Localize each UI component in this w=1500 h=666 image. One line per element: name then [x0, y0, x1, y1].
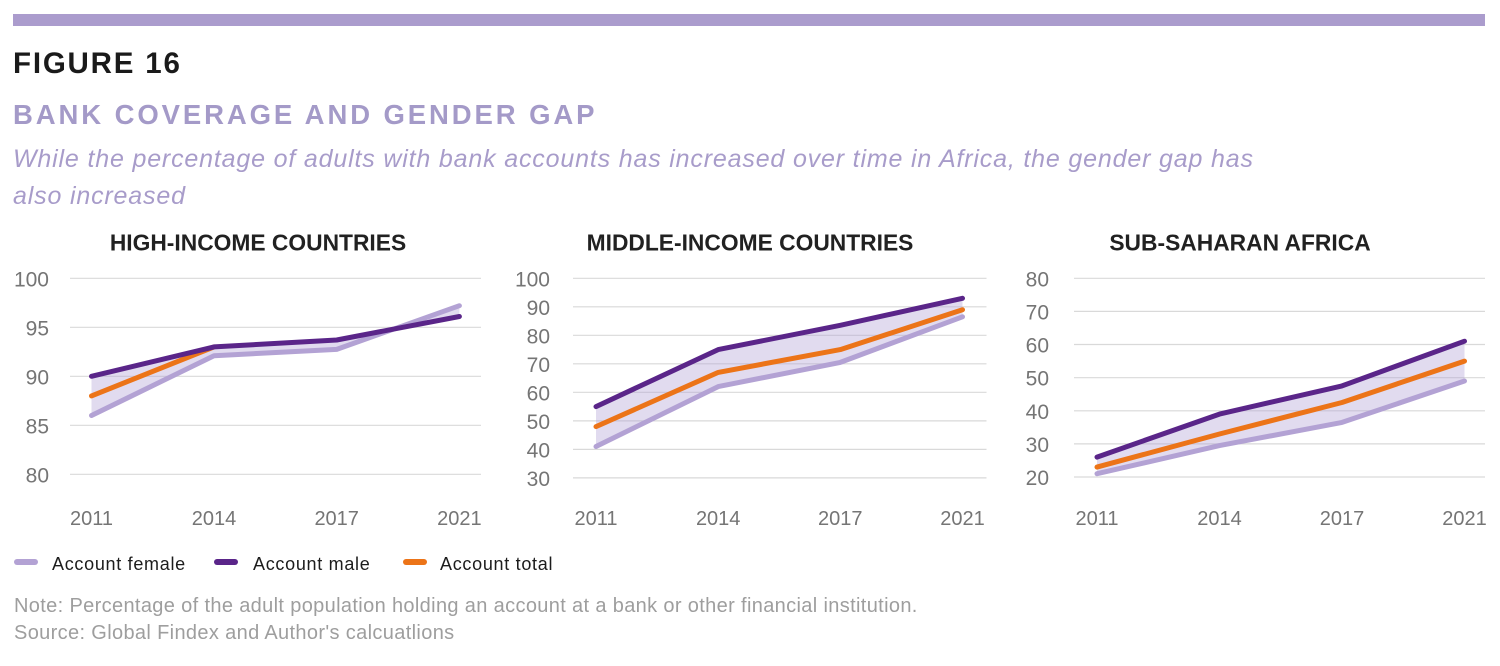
svg-text:50: 50: [1026, 368, 1049, 391]
svg-text:60: 60: [527, 382, 550, 405]
svg-text:20: 20: [1026, 467, 1049, 490]
svg-text:MIDDLE-INCOME COUNTRIES: MIDDLE-INCOME COUNTRIES: [587, 230, 914, 256]
svg-text:2021: 2021: [1442, 508, 1487, 530]
svg-text:2011: 2011: [574, 508, 617, 530]
svg-text:2021: 2021: [940, 508, 985, 530]
svg-text:90: 90: [26, 366, 49, 389]
svg-text:2017: 2017: [818, 508, 863, 530]
svg-text:2017: 2017: [1320, 508, 1365, 530]
svg-text:2011: 2011: [1075, 508, 1118, 530]
svg-text:2011: 2011: [70, 508, 113, 530]
svg-text:100: 100: [14, 268, 49, 291]
svg-text:85: 85: [26, 415, 49, 438]
svg-text:2014: 2014: [1197, 508, 1242, 530]
svg-text:90: 90: [527, 297, 550, 320]
svg-text:30: 30: [1026, 434, 1049, 457]
svg-text:2021: 2021: [437, 508, 482, 530]
svg-text:2017: 2017: [314, 508, 359, 530]
svg-text:60: 60: [1026, 335, 1049, 358]
svg-text:50: 50: [527, 411, 550, 434]
svg-text:70: 70: [1026, 301, 1049, 324]
svg-text:40: 40: [1026, 401, 1049, 424]
svg-text:100: 100: [515, 268, 550, 291]
svg-text:40: 40: [527, 439, 550, 462]
svg-text:30: 30: [527, 468, 550, 491]
svg-text:70: 70: [527, 354, 550, 377]
svg-text:HIGH-INCOME COUNTRIES: HIGH-INCOME COUNTRIES: [110, 230, 406, 256]
svg-text:2014: 2014: [192, 508, 237, 530]
svg-text:2014: 2014: [696, 508, 741, 530]
svg-text:95: 95: [26, 317, 49, 340]
svg-text:80: 80: [26, 464, 49, 487]
svg-text:80: 80: [527, 325, 550, 348]
svg-text:80: 80: [1026, 268, 1049, 291]
svg-text:SUB-SAHARAN AFRICA: SUB-SAHARAN AFRICA: [1109, 230, 1370, 256]
